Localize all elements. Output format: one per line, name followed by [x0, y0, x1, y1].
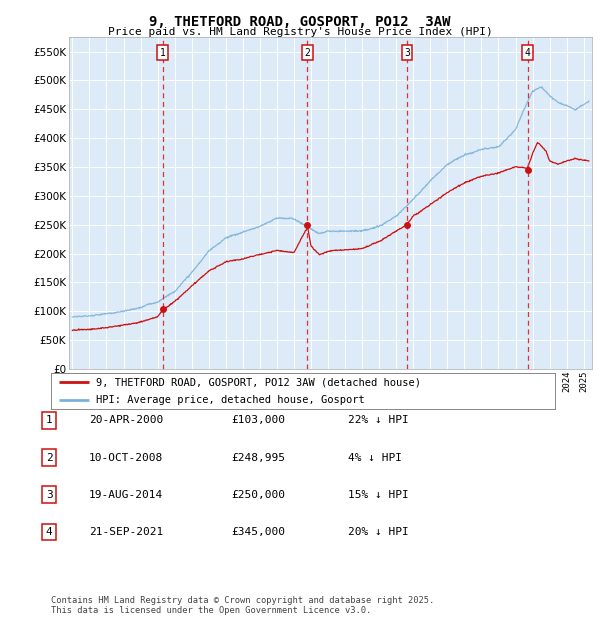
Text: 10-OCT-2008: 10-OCT-2008	[89, 453, 163, 463]
Text: 22% ↓ HPI: 22% ↓ HPI	[348, 415, 409, 425]
Text: 9, THETFORD ROAD, GOSPORT, PO12  3AW: 9, THETFORD ROAD, GOSPORT, PO12 3AW	[149, 16, 451, 30]
Text: 3: 3	[46, 490, 53, 500]
Text: 1: 1	[46, 415, 53, 425]
Text: 19-AUG-2014: 19-AUG-2014	[89, 490, 163, 500]
Text: £248,995: £248,995	[231, 453, 285, 463]
Text: 21-SEP-2021: 21-SEP-2021	[89, 527, 163, 537]
Text: 20-APR-2000: 20-APR-2000	[89, 415, 163, 425]
Text: £250,000: £250,000	[231, 490, 285, 500]
Text: 3: 3	[404, 48, 410, 58]
Text: 15% ↓ HPI: 15% ↓ HPI	[348, 490, 409, 500]
Text: Contains HM Land Registry data © Crown copyright and database right 2025.
This d: Contains HM Land Registry data © Crown c…	[51, 596, 434, 615]
Text: 2: 2	[304, 48, 310, 58]
Text: Price paid vs. HM Land Registry's House Price Index (HPI): Price paid vs. HM Land Registry's House …	[107, 27, 493, 37]
Text: 2: 2	[46, 453, 53, 463]
Text: 1: 1	[160, 48, 166, 58]
Text: £103,000: £103,000	[231, 415, 285, 425]
Text: 9, THETFORD ROAD, GOSPORT, PO12 3AW (detached house): 9, THETFORD ROAD, GOSPORT, PO12 3AW (det…	[97, 377, 421, 388]
Text: 4% ↓ HPI: 4% ↓ HPI	[348, 453, 402, 463]
Text: 20% ↓ HPI: 20% ↓ HPI	[348, 527, 409, 537]
Text: HPI: Average price, detached house, Gosport: HPI: Average price, detached house, Gosp…	[97, 395, 365, 405]
Text: 4: 4	[46, 527, 53, 537]
Text: 4: 4	[525, 48, 531, 58]
Text: £345,000: £345,000	[231, 527, 285, 537]
